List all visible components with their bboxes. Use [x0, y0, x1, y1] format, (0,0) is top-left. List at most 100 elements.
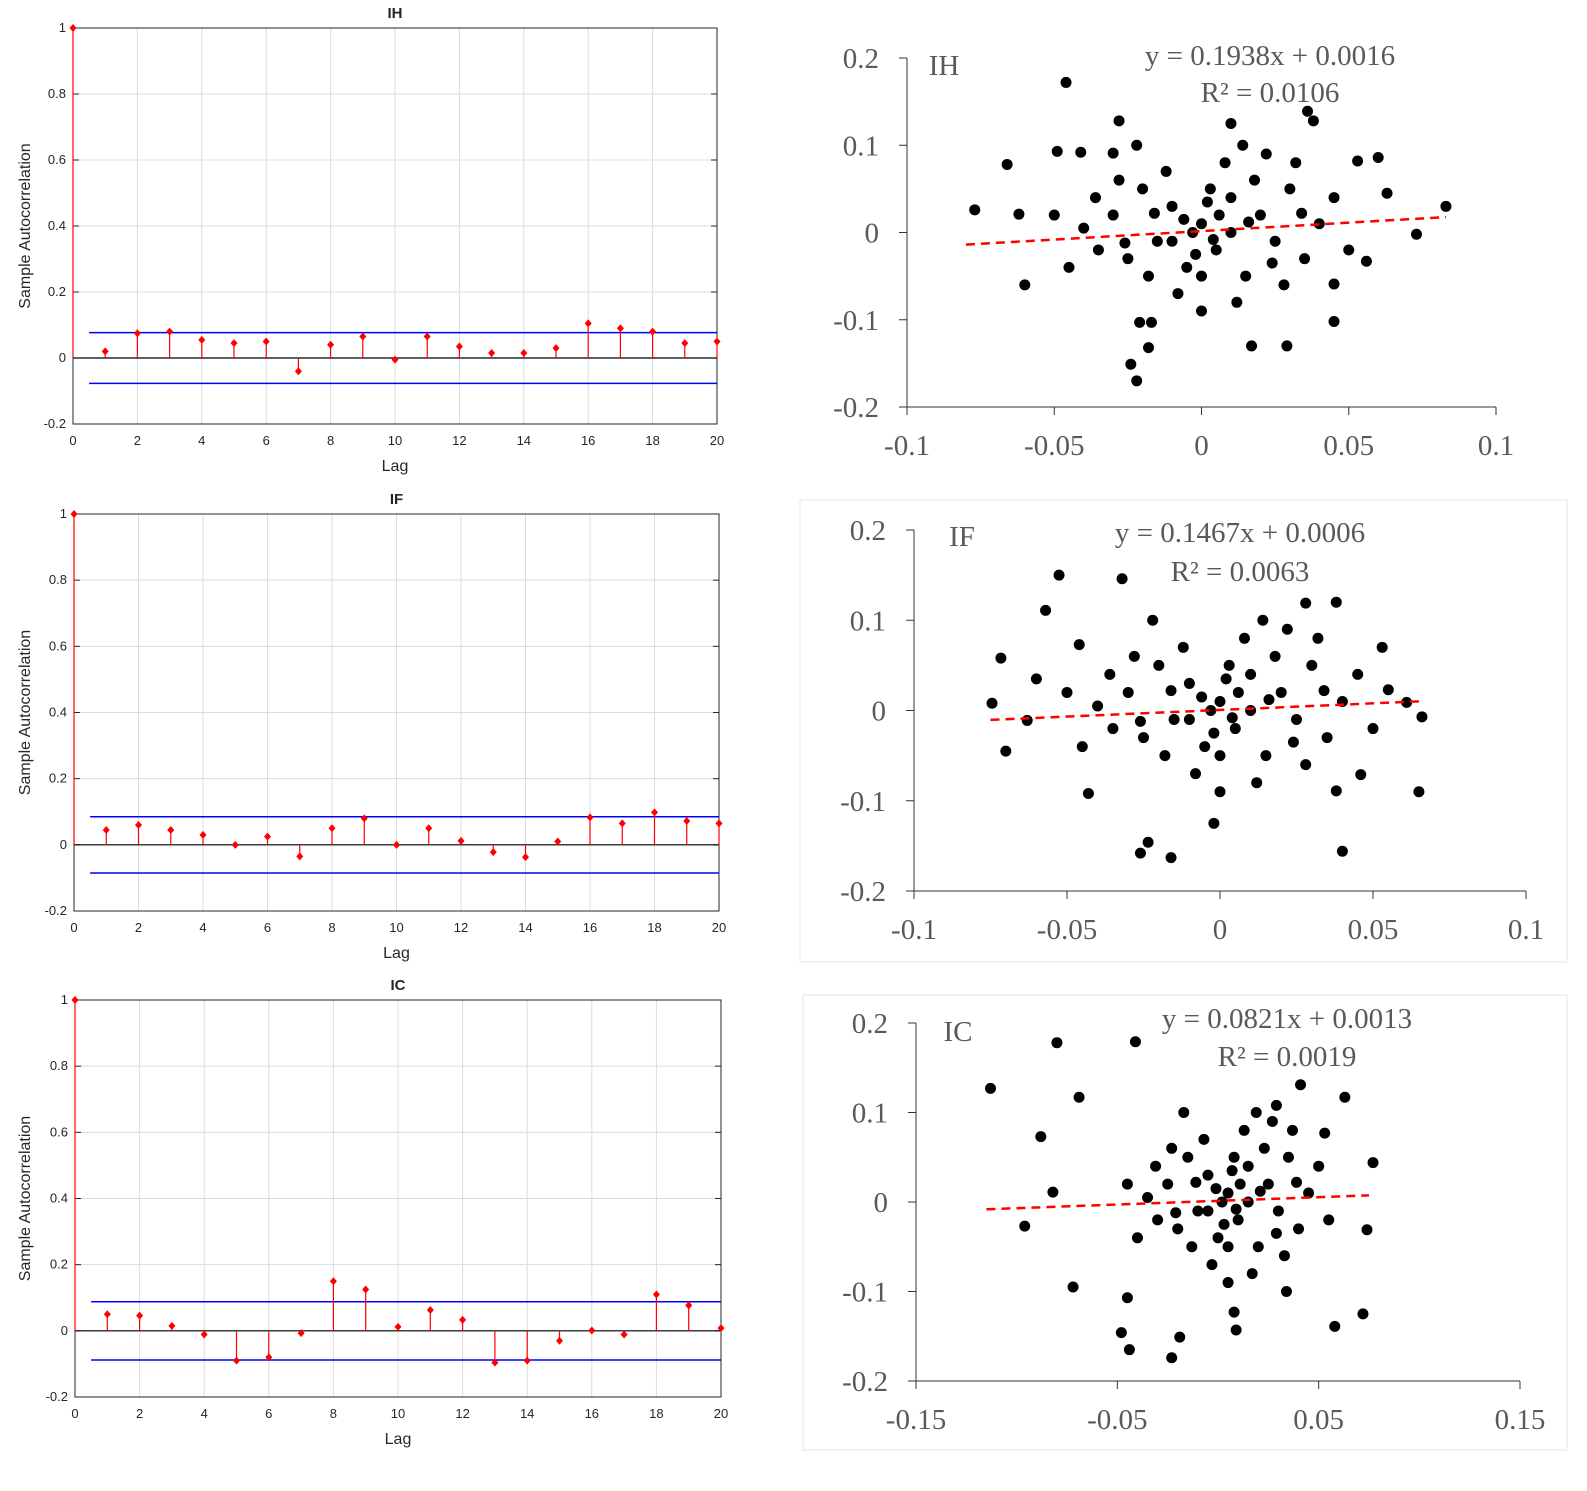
- y-tick-label: -0.1: [842, 1277, 888, 1309]
- series-label: IC: [944, 1016, 973, 1048]
- trend-line: [986, 1194, 1370, 1211]
- stem-marker: [359, 332, 367, 341]
- scatter-point: [1323, 1214, 1335, 1226]
- x-tick-label: -0.1: [891, 914, 937, 946]
- scatter-point: [1282, 1151, 1294, 1163]
- y-tick-label: 0: [61, 1323, 68, 1338]
- scatter-point: [1293, 1223, 1305, 1235]
- scatter-point: [1330, 596, 1342, 608]
- scatter-point: [1061, 686, 1073, 698]
- stem-marker: [294, 367, 302, 376]
- scatter-point: [1076, 741, 1088, 753]
- series-label: IH: [929, 50, 960, 82]
- stem-marker: [136, 1311, 144, 1320]
- stem-marker: [133, 329, 141, 338]
- scatter-point: [1107, 209, 1119, 221]
- stem-marker: [681, 339, 689, 348]
- scatter-point: [1242, 1160, 1254, 1172]
- scatter-point: [1201, 196, 1213, 208]
- scatter-point: [1190, 1176, 1202, 1188]
- scatter-point: [1329, 1320, 1341, 1332]
- stem-marker: [556, 1336, 563, 1345]
- scatter-point: [1172, 288, 1184, 300]
- scatter-point: [1228, 1151, 1240, 1163]
- stem-marker: [522, 853, 529, 862]
- y-axis-label: Sample Autocorrelation: [17, 1116, 34, 1281]
- scatter-point: [1229, 723, 1241, 735]
- scatter-point: [1202, 1169, 1214, 1181]
- stem-marker: [683, 817, 691, 826]
- scatter-point: [1116, 573, 1128, 585]
- y-tick-label: 0.2: [50, 1257, 68, 1272]
- scatter-point: [1281, 340, 1293, 352]
- scatter-point: [1291, 714, 1302, 726]
- scatter-point: [1142, 836, 1154, 848]
- scatter-point: [1245, 668, 1257, 680]
- scatter-point: [1231, 296, 1243, 308]
- stem-marker: [297, 1329, 305, 1338]
- scatter-point: [1232, 686, 1244, 698]
- scatter-point: [1225, 117, 1237, 129]
- stem-marker: [584, 319, 592, 328]
- stem-marker: [394, 1322, 402, 1331]
- scatter-point: [1246, 340, 1258, 352]
- r-squared: R² = 0.0019: [1218, 1041, 1357, 1073]
- stem-marker: [620, 1330, 628, 1339]
- stem-marker: [329, 1277, 337, 1286]
- stem-marker: [489, 848, 497, 857]
- stem-marker: [455, 342, 463, 351]
- scatter-point: [1219, 157, 1231, 169]
- x-tick-label: -0.05: [1037, 914, 1097, 946]
- r-squared: R² = 0.0106: [1201, 77, 1340, 109]
- scatter-point: [969, 204, 981, 216]
- scatter-point: [1272, 1205, 1284, 1217]
- stem-marker: [69, 24, 77, 32]
- scatter-point: [1296, 207, 1308, 219]
- scatter-point: [1183, 677, 1195, 689]
- x-tick-label: 18: [645, 433, 659, 448]
- x-axis-label: Lag: [383, 945, 410, 962]
- y-tick-label: 0.1: [852, 1098, 888, 1130]
- x-tick-label: 16: [581, 433, 595, 448]
- stem-marker: [199, 830, 207, 839]
- scatter-point: [1205, 705, 1217, 716]
- stem-marker: [488, 349, 496, 358]
- scatter-point: [984, 1082, 996, 1094]
- x-tick-label: 12: [452, 433, 466, 448]
- scatter-point: [1328, 278, 1340, 290]
- x-tick-label: 2: [136, 1406, 143, 1421]
- scatter-point: [1328, 315, 1340, 327]
- scatter-point: [1318, 685, 1330, 697]
- stem-marker: [618, 819, 626, 828]
- x-tick-label: -0.15: [886, 1404, 946, 1436]
- scatter-point: [1330, 785, 1342, 797]
- stem-marker: [360, 814, 368, 823]
- scatter-point: [1413, 786, 1425, 798]
- stem-marker: [168, 1321, 176, 1330]
- scatter-point: [1352, 668, 1364, 680]
- scatter-point: [1228, 1306, 1240, 1318]
- scatter-point: [1251, 777, 1263, 789]
- y-tick-label: 0.1: [843, 130, 879, 162]
- stem-marker: [649, 327, 657, 336]
- scatter-point: [1178, 1107, 1190, 1118]
- scatter-point: [1178, 213, 1190, 225]
- scatter-point: [1222, 1241, 1234, 1253]
- scatter-point: [1306, 659, 1318, 671]
- stem-marker: [166, 327, 174, 336]
- chart-frame: [799, 499, 1568, 963]
- plot-title: IF: [390, 491, 403, 508]
- x-tick-label: 14: [518, 920, 532, 935]
- trend-equation: y = 0.1467x + 0.0006: [1115, 517, 1365, 549]
- scatter-point: [1367, 1157, 1379, 1169]
- scatter-point: [1183, 714, 1195, 726]
- scatter-point: [1355, 769, 1367, 781]
- stem-marker: [296, 852, 304, 861]
- scatter-point: [1198, 1133, 1210, 1145]
- scatter-point: [1204, 183, 1216, 195]
- scatter-point: [1125, 358, 1137, 370]
- scatter-point: [1190, 768, 1202, 780]
- y-tick-label: 1: [59, 20, 66, 35]
- scatter-point: [1250, 1107, 1262, 1118]
- stem-marker: [491, 1358, 499, 1367]
